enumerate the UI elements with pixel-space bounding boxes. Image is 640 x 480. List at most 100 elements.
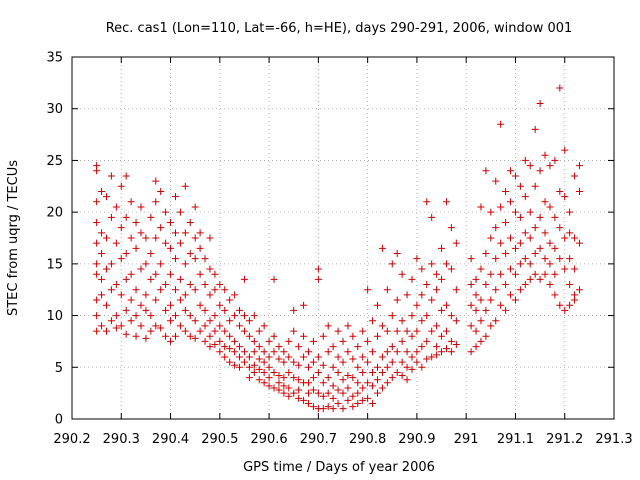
- data-point: [132, 312, 140, 320]
- data-point: [260, 348, 268, 356]
- data-point: [408, 275, 416, 283]
- data-point: [388, 358, 396, 366]
- data-point: [433, 270, 441, 278]
- data-point: [226, 317, 234, 325]
- data-point: [364, 337, 372, 345]
- y-tick-label: 0: [55, 413, 63, 428]
- data-point: [511, 208, 519, 216]
- data-point: [270, 384, 278, 392]
- data-point: [127, 270, 135, 278]
- data-point: [191, 334, 199, 342]
- data-point: [300, 396, 308, 404]
- data-point: [245, 353, 253, 361]
- data-point: [152, 177, 160, 185]
- data-point: [571, 265, 579, 273]
- data-point: [240, 312, 248, 320]
- x-tick-label: 291: [454, 432, 479, 447]
- data-point: [428, 327, 436, 335]
- data-point: [373, 363, 381, 371]
- data-point: [511, 296, 519, 304]
- data-point: [132, 244, 140, 252]
- data-point: [162, 208, 170, 216]
- data-point: [127, 234, 135, 242]
- data-point: [329, 405, 337, 413]
- data-point: [576, 239, 584, 247]
- data-point: [132, 286, 140, 294]
- data-point: [438, 275, 446, 283]
- data-point: [359, 384, 367, 392]
- data-point: [196, 301, 204, 309]
- data-point: [290, 374, 298, 382]
- chart-title: Rec. cas1 (Lon=110, Lat=-66, h=HE), days…: [106, 21, 573, 36]
- data-point: [265, 353, 273, 361]
- data-point: [413, 327, 421, 335]
- data-point: [295, 394, 303, 402]
- data-point: [142, 234, 150, 242]
- data-point: [566, 301, 574, 309]
- data-point: [492, 224, 500, 232]
- data-point: [561, 146, 569, 154]
- data-point: [280, 389, 288, 397]
- data-point: [255, 355, 263, 363]
- data-point: [314, 265, 322, 273]
- data-point: [502, 187, 510, 195]
- data-point: [428, 296, 436, 304]
- data-point: [319, 361, 327, 369]
- data-point: [339, 389, 347, 397]
- data-point: [472, 343, 480, 351]
- data-point: [137, 265, 145, 273]
- data-point: [329, 394, 337, 402]
- data-point: [240, 275, 248, 283]
- data-point: [521, 229, 529, 237]
- data-point: [98, 275, 106, 283]
- data-point: [250, 337, 258, 345]
- data-point: [211, 270, 219, 278]
- data-point: [349, 374, 357, 382]
- data-point: [255, 376, 263, 384]
- data-point: [403, 291, 411, 299]
- data-point: [354, 343, 362, 351]
- data-point: [181, 229, 189, 237]
- data-point: [556, 255, 564, 263]
- data-point: [467, 255, 475, 263]
- data-point: [231, 348, 239, 356]
- data-point: [93, 218, 101, 226]
- data-point: [383, 379, 391, 387]
- data-point: [477, 296, 485, 304]
- data-point: [329, 363, 337, 371]
- data-point: [516, 182, 524, 190]
- data-point: [152, 198, 160, 206]
- data-point: [447, 265, 455, 273]
- data-point: [556, 301, 564, 309]
- data-point: [162, 281, 170, 289]
- data-point: [324, 389, 332, 397]
- data-point: [309, 337, 317, 345]
- data-point: [191, 286, 199, 294]
- data-point: [211, 341, 219, 349]
- data-point: [566, 255, 574, 263]
- data-point: [226, 332, 234, 340]
- data-point: [566, 281, 574, 289]
- data-point: [497, 270, 505, 278]
- data-point: [428, 260, 436, 268]
- data-point: [566, 229, 574, 237]
- data-point: [221, 353, 229, 361]
- data-point: [181, 260, 189, 268]
- data-point: [561, 234, 569, 242]
- data-point: [428, 213, 436, 221]
- data-point: [196, 270, 204, 278]
- data-point: [413, 255, 421, 263]
- data-point: [442, 345, 450, 353]
- data-point: [142, 306, 150, 314]
- data-point: [98, 187, 106, 195]
- data-point: [309, 386, 317, 394]
- data-point: [295, 376, 303, 384]
- data-point: [211, 286, 219, 294]
- data-point: [171, 255, 179, 263]
- data-point: [423, 355, 431, 363]
- data-point: [309, 403, 317, 411]
- data-point: [181, 306, 189, 314]
- data-point: [152, 296, 160, 304]
- data-point: [167, 317, 175, 325]
